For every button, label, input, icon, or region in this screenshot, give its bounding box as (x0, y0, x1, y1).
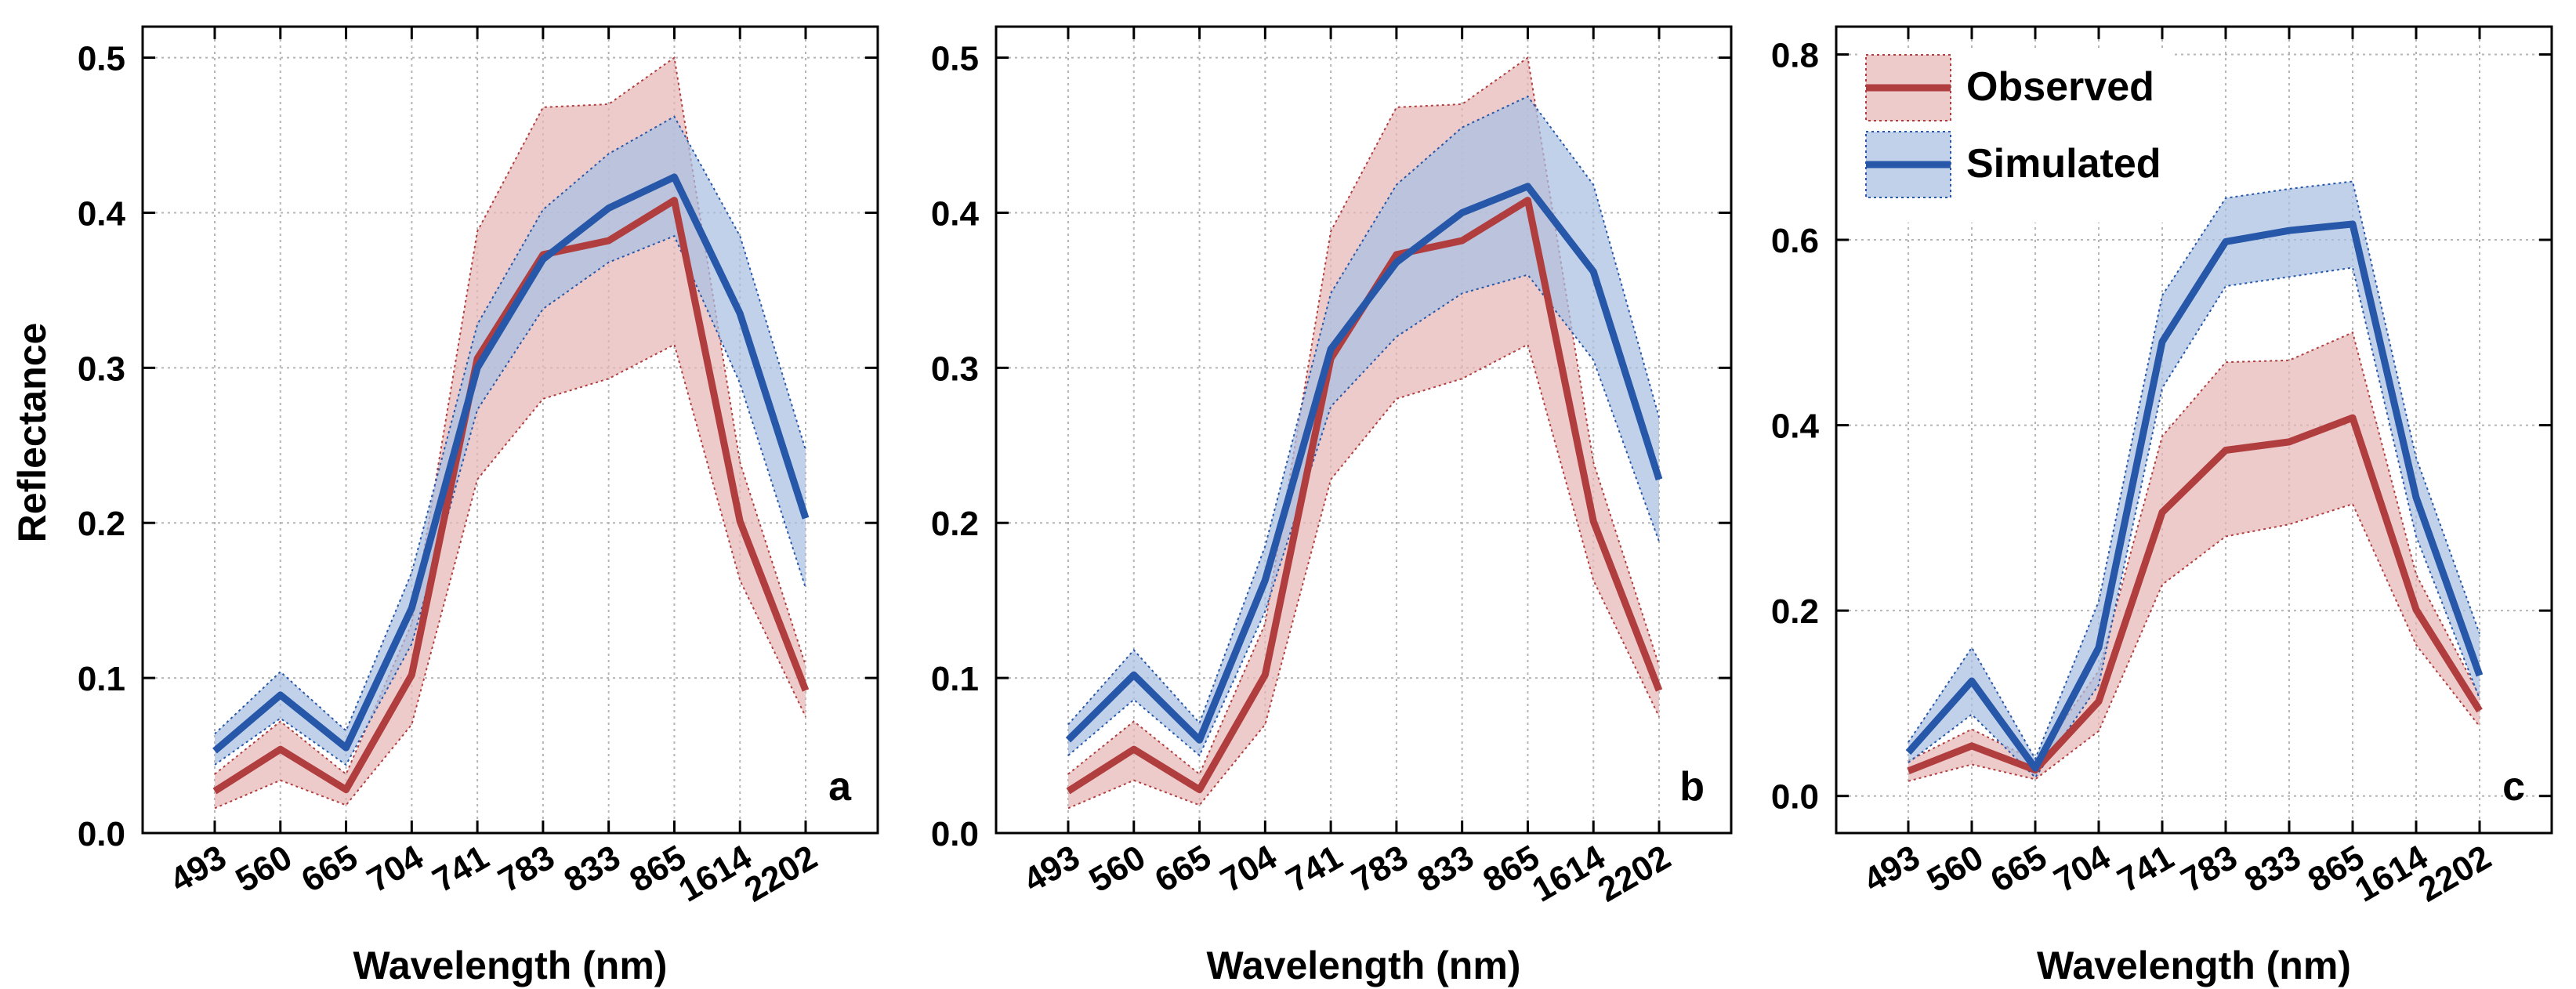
panel-c: 0.00.20.40.60.84935606657047417838338651… (1771, 25, 2553, 987)
x-tick-label: 783 (2175, 838, 2244, 900)
legend-item-observed: Observed (1865, 54, 2154, 121)
observed-lower-bound (1067, 343, 1660, 810)
simulated-upper-bound (1067, 95, 1660, 726)
simulated-lower-bound (214, 234, 806, 766)
y-tick-label: 0.2 (931, 505, 979, 543)
observed-line (1907, 414, 2483, 774)
x-tick-label: 783 (492, 838, 561, 900)
y-tick-label: 0.4 (1771, 408, 1820, 446)
x-tick-label: 560 (230, 838, 299, 900)
x-tick-label: 833 (1411, 838, 1480, 900)
y-tick-label: 0.5 (78, 40, 125, 78)
simulated-line (212, 173, 810, 754)
x-tick-label: 2202 (1592, 838, 1677, 909)
simulated-lower-bound (1908, 266, 2480, 779)
y-tick-label: 0.5 (931, 40, 979, 78)
x-tick-label: 741 (2111, 838, 2180, 900)
simulated-line (1065, 183, 1663, 744)
observed-lower-bound (214, 343, 806, 810)
x-axis-label: Wavelength (nm) (1207, 944, 1521, 987)
x-axis-label: Wavelength (nm) (353, 944, 668, 987)
y-tick-label: 0.0 (78, 815, 125, 853)
observed-range-band (1908, 332, 2480, 781)
observed-lower-bound (1908, 502, 2480, 782)
y-tick-label: 0.0 (1771, 778, 1819, 817)
simulated-lower-bound (1067, 274, 1660, 757)
y-tick-label: 0.4 (931, 194, 980, 233)
x-tick-label: 783 (1346, 838, 1415, 900)
plot-frame (995, 25, 1733, 835)
x-tick-label: 704 (2048, 838, 2118, 900)
x-tick-label: 560 (1083, 838, 1152, 900)
legend: Observed Simulated (1860, 50, 2173, 223)
x-tick-label: 560 (1921, 838, 1990, 900)
observed-upper-bound (214, 56, 806, 776)
plot-frame (1835, 25, 2553, 835)
y-tick-label: 0.0 (931, 815, 979, 853)
legend-item-simulated: Simulated (1865, 131, 2161, 198)
simulated-range-band (1068, 96, 1659, 756)
panel-b: 0.00.10.20.30.40.54935606657047417838338… (931, 25, 1733, 987)
y-axis-label: Reflectance (10, 323, 54, 543)
y-tick-label: 0.3 (931, 350, 979, 388)
panel-label: c (2502, 764, 2525, 810)
observed-upper-bound (1067, 56, 1660, 776)
panel-a: 0.00.10.20.30.40.54935606657047417838338… (78, 25, 879, 987)
x-tick-label: 2202 (738, 838, 824, 909)
x-tick-label: 704 (360, 838, 430, 900)
x-tick-label: 493 (1857, 838, 1926, 900)
x-tick-label: 833 (558, 838, 627, 900)
x-tick-label: 493 (1017, 838, 1086, 900)
y-tick-label: 0.2 (78, 505, 125, 543)
y-tick-label: 0.3 (78, 350, 125, 388)
y-tick-label: 0.8 (1771, 36, 1819, 74)
panel-label: b (1679, 764, 1705, 810)
legend-label: Observed (1966, 64, 2154, 110)
x-tick-label: 704 (1214, 838, 1284, 900)
y-tick-label: 0.2 (1771, 592, 1819, 631)
panels: 0.00.10.20.30.40.54935606657047417838338… (78, 25, 2553, 987)
legend-label: Simulated (1966, 141, 2161, 187)
x-tick-label: 833 (2238, 838, 2307, 900)
x-tick-label: 493 (164, 838, 233, 900)
panel-label: a (828, 764, 852, 810)
x-tick-label: 665 (295, 838, 364, 900)
y-tick-label: 0.4 (78, 194, 126, 233)
x-tick-label: 2202 (2412, 838, 2498, 909)
x-tick-label: 665 (1148, 838, 1217, 900)
simulated-range-band (1908, 181, 2480, 778)
y-tick-label: 0.1 (78, 660, 125, 698)
y-tick-label: 0.1 (931, 660, 979, 698)
simulated-upper-bound (1908, 180, 2480, 761)
y-tick-label: 0.6 (1771, 222, 1819, 260)
x-axis-label: Wavelength (nm) (2037, 944, 2351, 987)
x-tick-label: 741 (426, 838, 495, 900)
x-tick-label: 665 (1984, 838, 2053, 900)
simulated-line (1905, 220, 2484, 772)
observed-range-band (215, 57, 806, 809)
observed-line (212, 197, 810, 795)
plot-frame (141, 25, 879, 835)
x-tick-label: 741 (1280, 838, 1349, 900)
